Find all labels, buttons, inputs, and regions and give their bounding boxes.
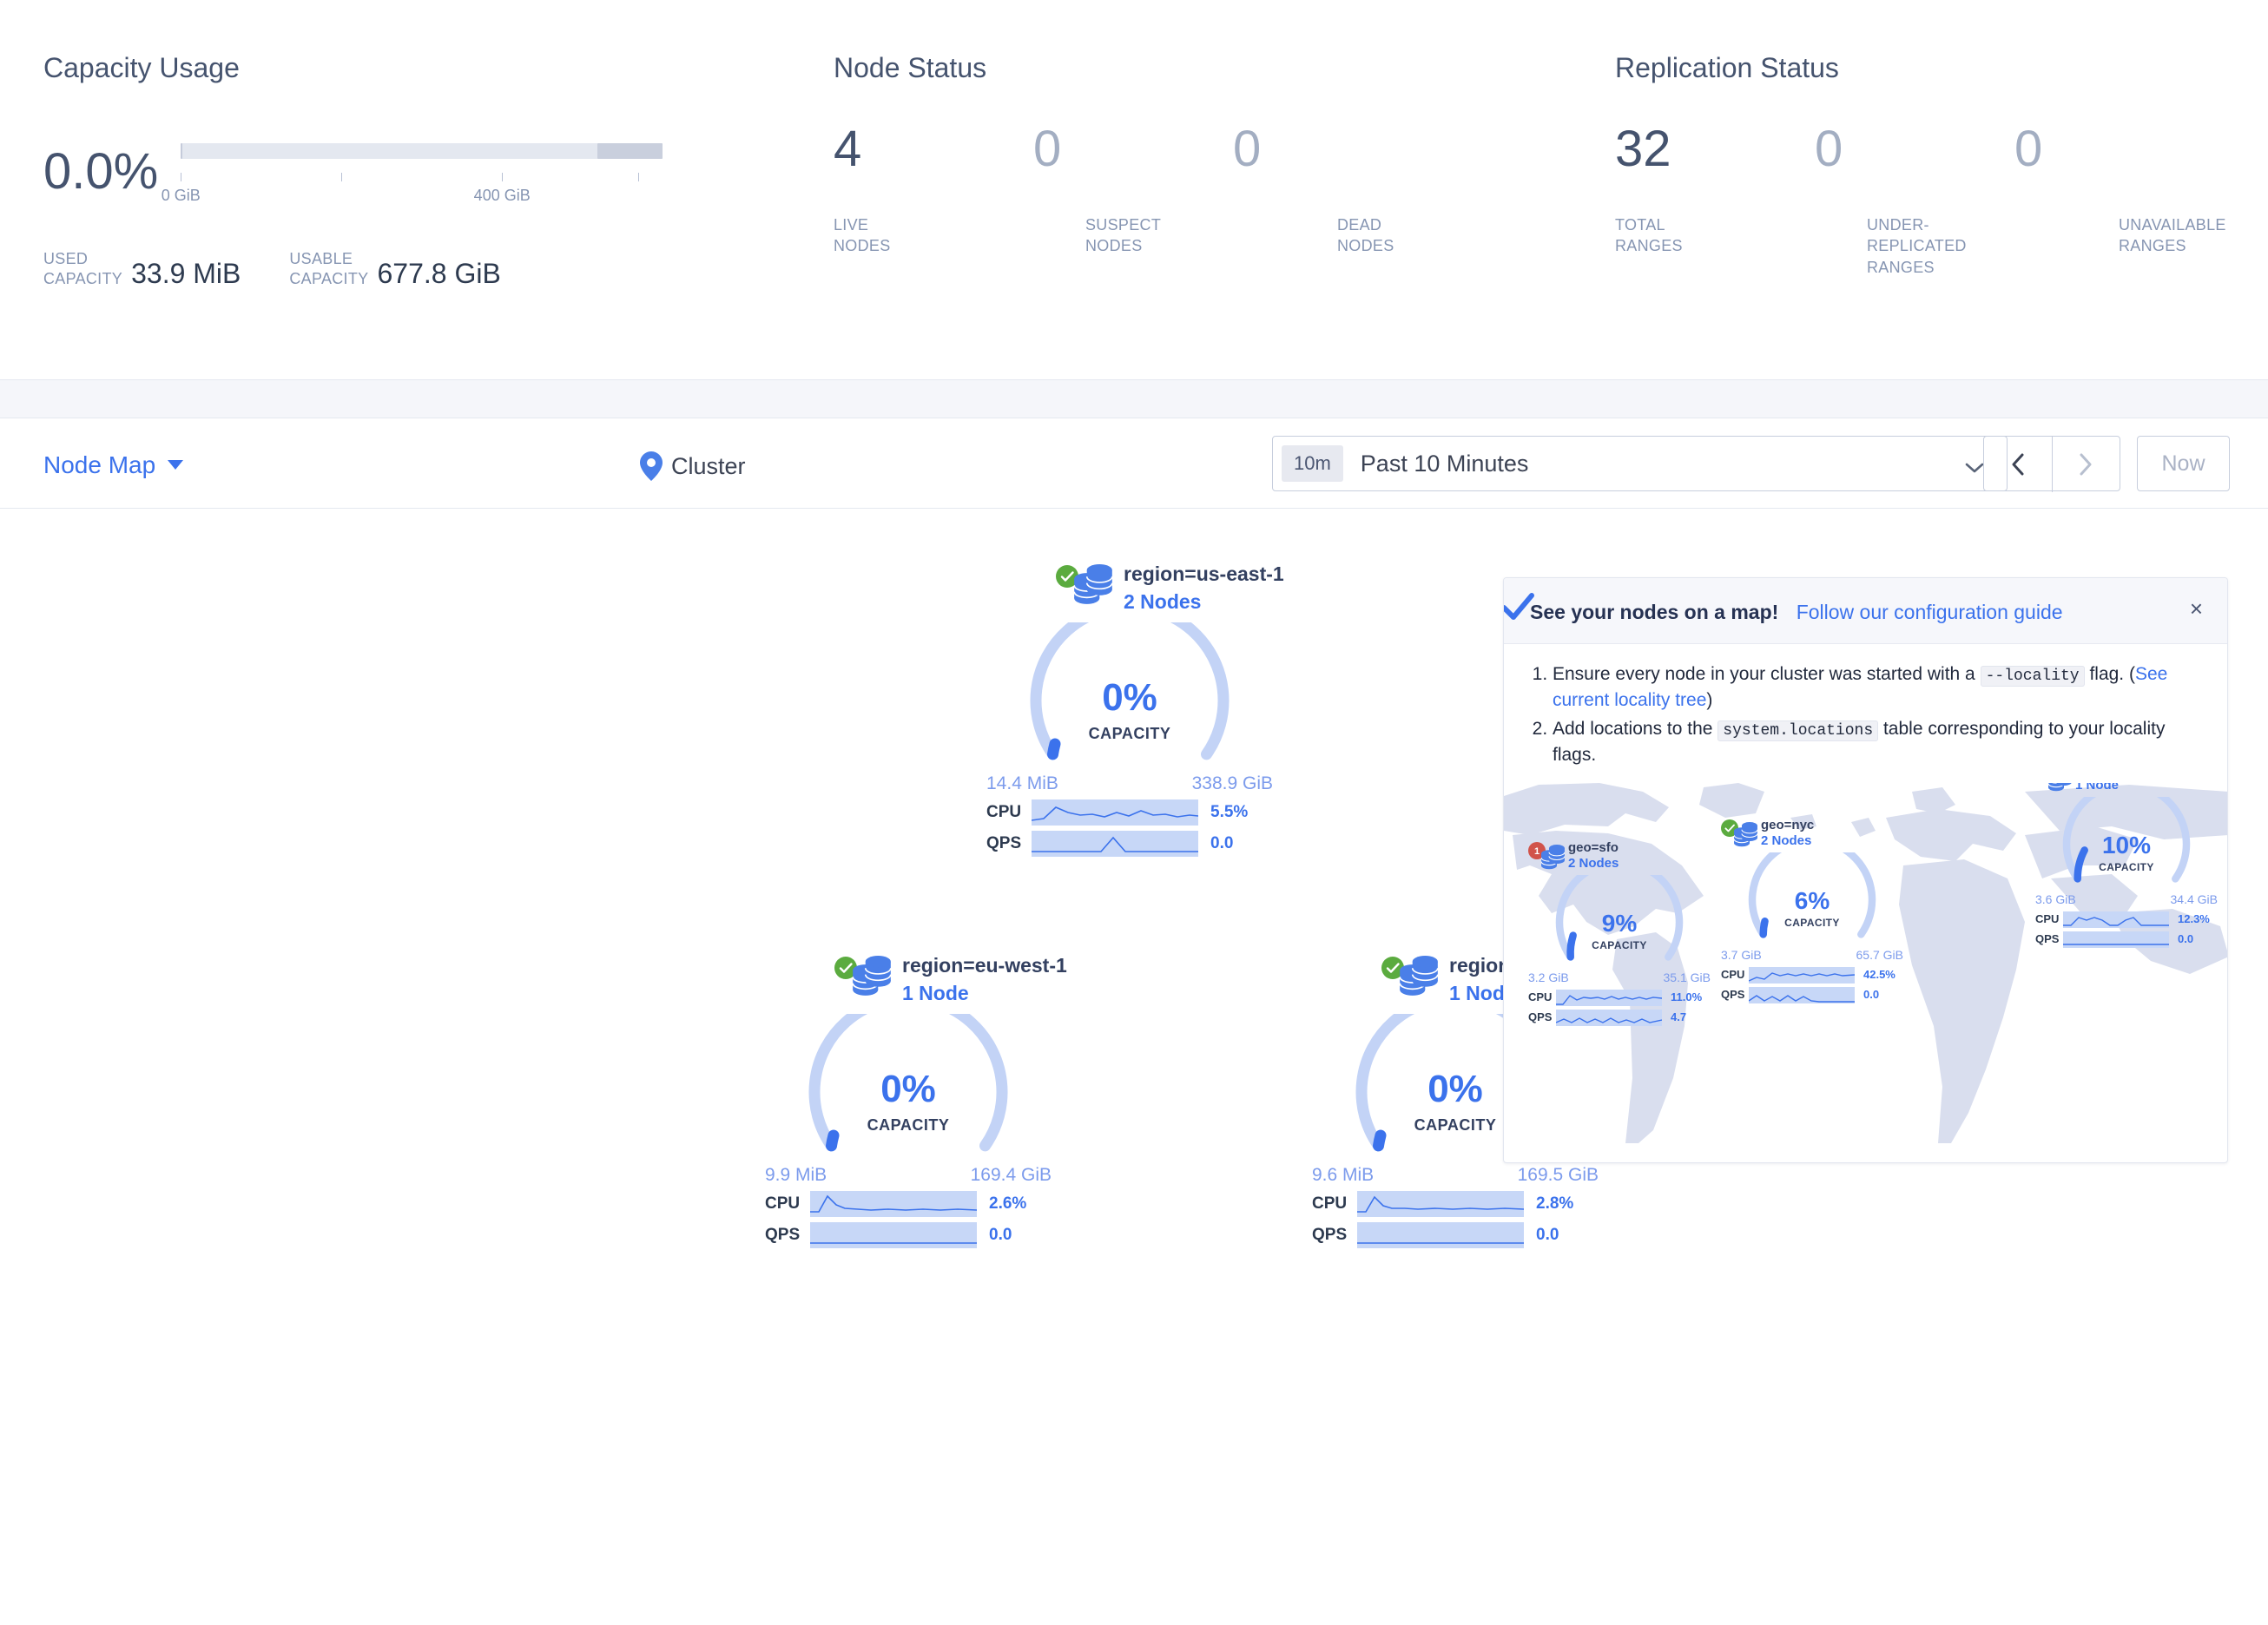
svg-text:1: 1 xyxy=(1534,846,1539,857)
